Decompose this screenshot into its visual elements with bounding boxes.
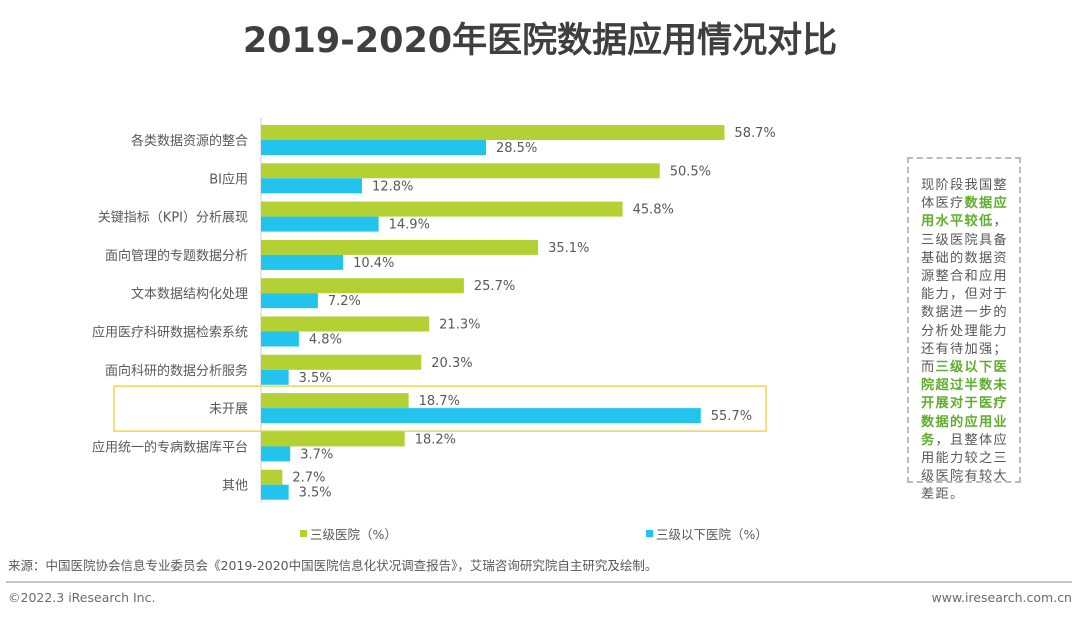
legend-item-below-tier3: 三级以下医院（%） [646, 524, 768, 543]
bar-tier3 [261, 201, 623, 217]
value-label-tier3: 20.3% [431, 356, 472, 371]
bar-tier3 [261, 163, 660, 179]
bar-below-tier3 [261, 254, 344, 270]
note-text: ，且整体应用能力较之三级医院有较大差距。 [921, 432, 1008, 503]
bar-tier3 [261, 431, 405, 447]
note-highlight-text: 三级以下医院超过半数未开展对于医疗数据的应用业务 [921, 360, 1008, 448]
value-label-below-tier3: 7.2% [328, 294, 361, 309]
bar-below-tier3 [261, 293, 318, 309]
copyright: ©2022.3 iResearch Inc. [8, 590, 156, 605]
bar-below-tier3 [261, 369, 289, 385]
category-label: 文本数据结构化处理 [131, 287, 248, 302]
value-label-below-tier3: 3.7% [300, 447, 333, 462]
value-label-tier3: 21.3% [439, 318, 480, 333]
category-label: 关键指标（KPI）分析展现 [98, 211, 248, 226]
note-highlight-text: 数据应用水平较低 [921, 196, 1008, 230]
bar-tier3 [261, 278, 464, 294]
bar-tier3 [261, 125, 725, 140]
bar-below-tier3 [261, 408, 701, 424]
category-label: 应用医疗科研数据检索系统 [92, 325, 248, 341]
value-label-tier3: 45.8% [633, 203, 674, 218]
category-label: 面向科研的数据分析服务 [105, 363, 248, 379]
value-label-tier3: 2.7% [292, 471, 325, 486]
legend-label-tier3: 三级医院（%） [310, 527, 397, 542]
note-text: ，三级医院具备基础的数据资源整合和应用能力，但对于数据进一步的分析处理能力还有待… [921, 214, 1008, 376]
value-label-tier3: 18.2% [415, 432, 456, 447]
value-label-below-tier3: 3.5% [299, 486, 332, 501]
category-label: BI应用 [209, 171, 248, 187]
bar-below-tier3 [261, 331, 299, 347]
value-label-below-tier3: 55.7% [711, 409, 752, 424]
bar-tier3 [261, 469, 283, 485]
value-label-tier3: 50.5% [670, 164, 711, 179]
chart-title: 2019-2020年医院数据应用情况对比 [242, 21, 838, 61]
legend-swatch-tier3 [300, 530, 307, 537]
commentary-box: 现阶段我国整体医疗数据应用水平较低，三级医院具备基础的数据资源整合和应用能力，但… [907, 157, 1021, 502]
legend-label-below-tier3: 三级以下医院（%） [656, 527, 768, 542]
category-label: 未开展 [209, 402, 248, 417]
bar-below-tier3 [261, 140, 487, 155]
note-text: 现阶段我国整体医疗 [921, 178, 1008, 212]
website-link[interactable]: www.iresearch.com.cn [931, 590, 1073, 605]
legend-item-tier3: 三级医院（%） [300, 524, 397, 543]
footer-divider [6, 581, 1072, 583]
bar-tier3 [261, 393, 409, 409]
value-label-below-tier3: 28.5% [496, 141, 537, 156]
legend-swatch-below-tier3 [646, 530, 653, 537]
bar-below-tier3 [261, 178, 363, 194]
value-label-tier3: 25.7% [474, 279, 515, 294]
category-label: 面向管理的专题数据分析 [105, 248, 248, 264]
value-label-below-tier3: 4.8% [309, 333, 342, 348]
bar-below-tier3 [261, 216, 379, 232]
bar-tier3 [261, 316, 430, 332]
highlight-box [113, 385, 767, 432]
value-label-below-tier3: 3.5% [299, 371, 332, 386]
value-label-below-tier3: 10.4% [353, 256, 394, 271]
bar-tier3 [261, 239, 539, 255]
bar-chart: 各类数据资源的整合 58.7% 28.5% BI应用 50.5% 12.8% 关键指标（KP… [92, 118, 776, 502]
bar-below-tier3 [261, 484, 289, 500]
bar-below-tier3 [261, 446, 291, 462]
source-note: 来源：中国医院协会信息专业委员会《2019-2020中国医院信息化状况调查报告》… [8, 558, 658, 573]
value-label-below-tier3: 14.9% [389, 218, 430, 233]
bar-tier3 [261, 354, 422, 370]
value-label-below-tier3: 12.8% [372, 179, 413, 194]
category-label: 其他 [222, 479, 248, 494]
value-label-tier3: 58.7% [734, 126, 775, 141]
category-label: 各类数据资源的整合 [131, 133, 248, 149]
category-label: 应用统一的专病数据库平台 [92, 439, 248, 455]
value-label-tier3: 18.7% [419, 394, 460, 409]
value-label-tier3: 35.1% [548, 241, 589, 256]
